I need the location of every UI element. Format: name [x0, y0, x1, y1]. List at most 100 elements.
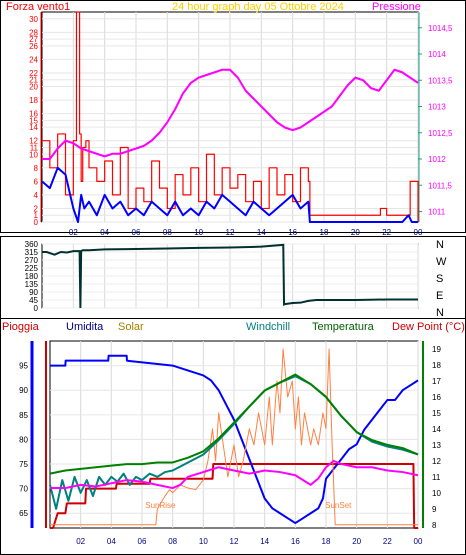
time-tick-label: 14: [257, 228, 266, 237]
time-tick-label: 10: [199, 537, 208, 546]
wind-speed-tick-label: 20: [29, 83, 38, 92]
temp-humidity-series: [49, 348, 419, 529]
wind-speed-tick-label: 24: [29, 55, 38, 64]
direction-degree-label: 0: [34, 304, 39, 313]
wind-direction-line: [42, 243, 418, 309]
time-tick-label: 08: [163, 228, 172, 237]
legend-entry: Umidita: [66, 321, 104, 333]
temperature-tick-label: 16: [432, 393, 441, 402]
time-tick-label: 12: [230, 537, 239, 546]
time-tick-label: 14: [260, 537, 269, 546]
wind-speed-tick-label: 27: [29, 35, 38, 44]
temperature-tick-label: 8: [432, 521, 437, 530]
pressure-tick-label: 1013: [428, 103, 446, 112]
sunrise-label: SunRise: [145, 501, 176, 510]
pressure-tick-label: 1011,5: [428, 181, 452, 190]
temp-humidity-grid: [50, 341, 419, 528]
compass-label: S: [436, 273, 443, 285]
time-tick-label: 00: [414, 228, 423, 237]
direction-degree-label: 90: [29, 288, 38, 297]
legend-entry: Dew Point (°C): [392, 321, 465, 333]
wind-direction-series: [42, 243, 418, 309]
wind-speed-tick-label: 11: [30, 143, 39, 152]
compass-label: N: [436, 239, 444, 251]
wind-speed-tick-label: 16: [29, 110, 38, 119]
time-tick-label: 18: [322, 537, 331, 546]
compass-label: W: [436, 256, 447, 268]
graph-title: 24 hour graph day 05 Ottobre 2024: [172, 1, 344, 13]
wind-speed-tick-label: 10: [29, 150, 38, 159]
solar-series-line: [50, 348, 418, 526]
pressure-tick-label: 1013,5: [428, 76, 453, 85]
pressure-tick-label: 1012: [428, 155, 446, 164]
time-tick-label: 18: [320, 228, 329, 237]
humidity-tick-label: 95: [19, 362, 28, 371]
direction-degree-label: 270: [25, 256, 39, 265]
compass-label: E: [436, 290, 443, 302]
temperature-tick-label: 13: [432, 441, 441, 450]
humidity-tick-label: 80: [19, 435, 28, 444]
temperature-tick-label: 11: [432, 473, 441, 482]
rain-series-line: [50, 463, 418, 529]
time-tick-label: 02: [76, 537, 85, 546]
wind-speed-tick-label: 0: [34, 218, 39, 227]
gust-series-line: [42, 11, 419, 222]
direction-degree-label: 360: [25, 240, 39, 249]
temperature-tick-label: 19: [432, 345, 441, 354]
wind-speed-tick-label: 21: [29, 76, 38, 85]
sun-annotations: SunRise SunSet: [145, 501, 352, 510]
temperature-tick-label: 9: [432, 505, 437, 514]
time-tick-label: 16: [288, 228, 297, 237]
temperature-tick-label: 18: [432, 361, 441, 370]
time-tick-label: 04: [100, 228, 109, 237]
wind-speed-tick-label: 14: [29, 123, 38, 132]
temp-humidity-time-axis: 02 04 06 08 10 12 14 16 18 20 22 00: [76, 537, 423, 546]
direction-degree-label: 135: [25, 280, 39, 289]
direction-degree-label: 315: [25, 248, 39, 257]
temperature-tick-label: 12: [432, 457, 441, 466]
pressure-tick-label: 1014: [428, 50, 446, 59]
wind-speed-tick-label: 4: [34, 191, 39, 200]
time-tick-label: 10: [194, 228, 203, 237]
time-tick-label: 08: [168, 537, 177, 546]
time-tick-label: 12: [226, 228, 235, 237]
humidity-tick-label: 65: [19, 509, 28, 518]
direction-degree-label: 180: [25, 272, 39, 281]
temperature-tick-label: 10: [432, 489, 441, 498]
right-axis-label-pressure: Pressione: [372, 1, 421, 13]
temperature-tick-label: 14: [432, 425, 441, 434]
time-tick-label: 20: [351, 228, 360, 237]
sunset-label: SunSet: [325, 501, 352, 510]
temp-humidity-legend: Pioggia Umidita Solar Windchill Temperatura D…: [2, 321, 465, 333]
humidity-tick-label: 90: [19, 386, 28, 395]
direction-degree-label: 225: [25, 264, 39, 273]
temperature-tick-label: 17: [432, 377, 441, 386]
direction-degree-label: 45: [29, 296, 38, 305]
humidity-tick-label: 75: [19, 460, 28, 469]
time-tick-label: 00: [414, 537, 423, 546]
time-tick-label: 16: [291, 537, 300, 546]
time-tick-label: 20: [352, 537, 361, 546]
wind-speed-tick-label: 26: [29, 42, 38, 51]
wind-speed-tick-label: 8: [34, 164, 39, 173]
wind-pressure-grid: [42, 12, 419, 223]
temperature-axis: 8 9 10 11 12 13 14 15 16 17 18 19: [422, 341, 441, 530]
time-tick-label: 02: [69, 228, 78, 237]
wind-speed-tick-label: 12: [29, 137, 38, 146]
humidity-series-line: [50, 354, 419, 525]
pressure-tick-label: 1012,5: [428, 129, 453, 138]
humidity-tick-label: 70: [19, 485, 28, 494]
humidity-axis: 65 70 75 80 85 90 95: [19, 341, 47, 528]
wind-speed-tick-label: 1: [34, 211, 39, 220]
time-tick-label: 06: [132, 228, 141, 237]
legend-entry: Solar: [118, 321, 144, 333]
wind-direction-grid: [42, 243, 419, 309]
temperature-tick-label: 15: [432, 409, 441, 418]
wind-series-line: [41, 166, 418, 223]
wind-speed-tick-label: 2: [34, 204, 39, 213]
legend-entry: Pioggia: [2, 321, 40, 333]
legend-entry: Temperatura: [312, 321, 375, 333]
